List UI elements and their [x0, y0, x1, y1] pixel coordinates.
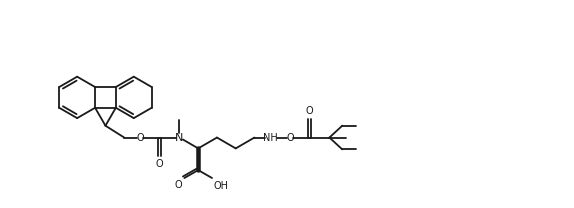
- Text: OH: OH: [214, 181, 229, 191]
- Text: O: O: [306, 106, 313, 116]
- Text: O: O: [175, 180, 183, 190]
- Text: O: O: [156, 159, 164, 169]
- Text: O: O: [136, 132, 144, 142]
- Text: NH: NH: [263, 132, 278, 142]
- Text: O: O: [286, 132, 294, 142]
- Text: N: N: [175, 132, 184, 142]
